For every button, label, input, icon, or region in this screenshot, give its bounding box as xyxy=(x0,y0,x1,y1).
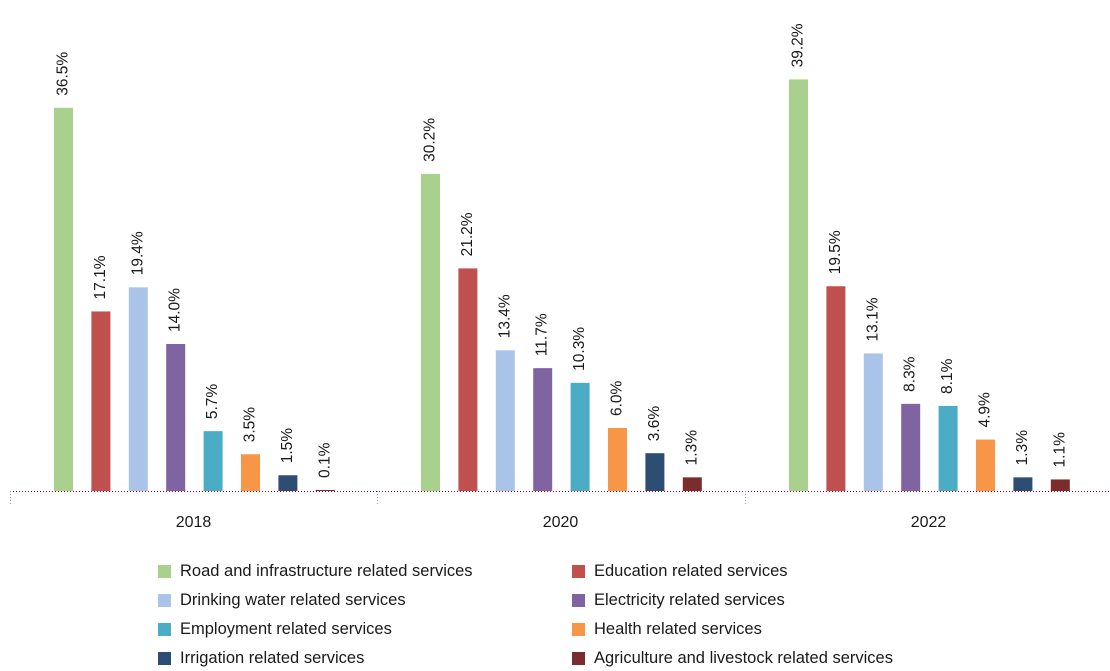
bar-chart: 36.5% 17.1% 19.4% 14.0% 5.7% 3.5% 1.5% 0.1% 30.2… xyxy=(10,23,1110,531)
legend-label: Employment related services xyxy=(180,619,392,638)
data-label: 1.3% xyxy=(1014,430,1031,466)
legend-swatch xyxy=(158,651,171,665)
data-label: 10.3% xyxy=(571,327,588,371)
x-tick-label: 2020 xyxy=(543,514,579,531)
bar xyxy=(645,453,665,491)
data-label: 17.1% xyxy=(92,255,109,299)
legend-label: Health related services xyxy=(594,619,762,638)
data-label: 1.1% xyxy=(1051,432,1068,468)
legend-item: Electricity related services xyxy=(572,587,785,613)
legend-item: Drinking water related services xyxy=(158,587,406,613)
data-label: 21.2% xyxy=(459,212,476,256)
data-label: 30.2% xyxy=(422,118,439,162)
bar xyxy=(1050,479,1070,491)
bar xyxy=(128,287,148,491)
data-label: 13.1% xyxy=(864,297,881,341)
data-label: 1.5% xyxy=(279,428,296,464)
legend-label: Irrigation related services xyxy=(180,648,365,667)
bar xyxy=(682,477,702,491)
legend-item: Agriculture and livestock related servic… xyxy=(572,645,893,671)
data-label: 19.4% xyxy=(129,231,146,275)
legend-item: Education related services xyxy=(572,558,788,584)
legend-swatch xyxy=(158,593,171,607)
legend-swatch xyxy=(572,593,585,607)
legend-label: Road and infrastructure related services xyxy=(180,561,473,580)
legend-label: Agriculture and livestock related servic… xyxy=(594,648,893,667)
data-label: 39.2% xyxy=(790,23,807,67)
bar xyxy=(608,428,627,491)
bar xyxy=(458,268,478,491)
legend-swatch xyxy=(158,622,171,636)
bar xyxy=(241,454,260,491)
data-label: 13.4% xyxy=(496,294,513,338)
bar xyxy=(533,368,553,491)
data-label: 3.5% xyxy=(242,407,259,443)
legend-swatch xyxy=(158,564,171,578)
bar xyxy=(278,475,298,491)
legend-swatch xyxy=(572,564,585,578)
data-label: 19.5% xyxy=(827,230,844,274)
data-label: 8.1% xyxy=(939,358,956,394)
bar xyxy=(495,350,515,491)
bar xyxy=(1013,477,1033,491)
legend-item: Health related services xyxy=(572,616,762,642)
bar xyxy=(976,439,995,491)
data-label: 14.0% xyxy=(167,288,184,332)
legend-swatch xyxy=(572,651,585,665)
data-label: 36.5% xyxy=(55,52,72,96)
bar xyxy=(166,344,186,491)
data-label: 4.9% xyxy=(977,392,994,428)
legend-label: Drinking water related services xyxy=(180,590,406,609)
bar xyxy=(203,431,223,491)
x-tick-label: 2018 xyxy=(176,514,212,531)
data-label: 0.1% xyxy=(316,442,333,478)
data-label: 6.0% xyxy=(609,380,626,416)
legend-item: Road and infrastructure related services xyxy=(158,558,473,584)
bar xyxy=(54,107,73,491)
data-label: 3.6% xyxy=(646,406,663,442)
legend-swatch xyxy=(572,622,585,636)
bar xyxy=(570,382,590,491)
legend-item: Employment related services xyxy=(158,616,392,642)
bar xyxy=(938,405,958,491)
data-label: 11.7% xyxy=(534,313,551,356)
bar xyxy=(863,353,883,491)
bar xyxy=(789,79,808,492)
bar xyxy=(315,489,335,491)
bar xyxy=(826,286,846,491)
legend-item: Irrigation related services xyxy=(158,645,364,671)
legend-label: Electricity related services xyxy=(594,590,785,609)
data-label: 1.3% xyxy=(683,430,700,466)
legend-label: Education related services xyxy=(594,561,788,580)
data-label: 5.7% xyxy=(204,384,221,420)
x-tick-label: 2022 xyxy=(911,514,947,531)
bar xyxy=(421,173,440,491)
bar xyxy=(901,403,921,491)
bar xyxy=(91,311,111,491)
data-label: 8.3% xyxy=(902,356,919,392)
